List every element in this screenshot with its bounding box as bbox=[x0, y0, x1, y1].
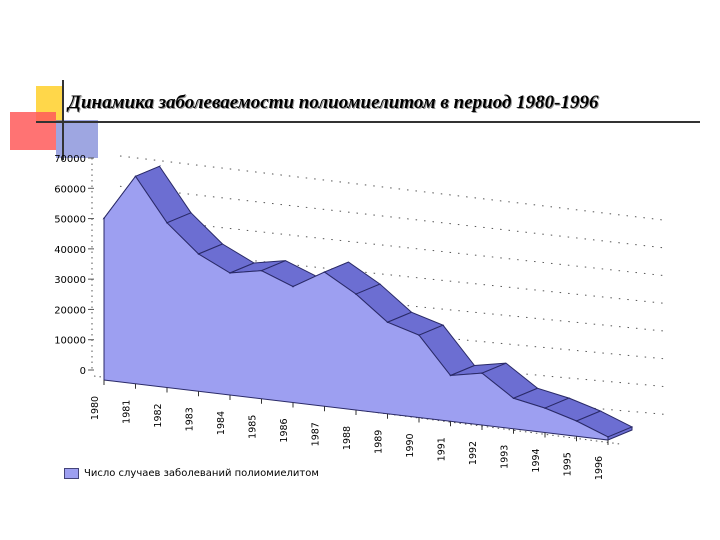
x-tick-label: 1989 bbox=[374, 430, 385, 454]
x-tick-label: 1984 bbox=[216, 411, 227, 435]
x-tick-label: 1981 bbox=[122, 400, 133, 424]
y-tick-label: 70000 bbox=[54, 154, 86, 165]
x-tick-label: 1985 bbox=[248, 415, 259, 439]
data-point bbox=[481, 372, 483, 374]
x-tick-label: 1987 bbox=[311, 422, 322, 446]
chart-legend: Число случаев заболеваний полиомиелитом bbox=[64, 468, 319, 479]
data-point bbox=[607, 436, 609, 438]
x-tick-label: 1993 bbox=[500, 445, 511, 469]
data-point bbox=[260, 269, 263, 272]
data-point bbox=[134, 175, 137, 178]
gridline bbox=[119, 216, 669, 277]
x-tick-label: 1980 bbox=[90, 396, 101, 420]
x-tick-label: 1996 bbox=[594, 456, 605, 480]
data-point bbox=[166, 222, 168, 224]
x-tick-label: 1995 bbox=[563, 452, 574, 476]
y-tick-label: 0 bbox=[80, 366, 86, 377]
page-title: Динамика заболеваемости полиомиелитом в … bbox=[68, 92, 599, 113]
gridline bbox=[119, 246, 669, 305]
data-point bbox=[512, 397, 515, 400]
x-tick-label: 1983 bbox=[185, 407, 196, 431]
x-tick-label: 1986 bbox=[279, 418, 290, 442]
data-point bbox=[449, 374, 452, 377]
y-tick-label: 40000 bbox=[54, 245, 86, 256]
x-tick-label: 1982 bbox=[153, 403, 164, 427]
x-tick-label: 1991 bbox=[437, 437, 448, 461]
gridline bbox=[119, 155, 669, 222]
y-tick-label: 20000 bbox=[54, 305, 86, 316]
legend-label: Число случаев заболеваний полиомиелитом bbox=[84, 468, 319, 479]
legend-swatch bbox=[64, 468, 79, 479]
deco-vertical-line bbox=[62, 80, 64, 160]
data-point bbox=[292, 285, 294, 288]
x-tick-label: 1992 bbox=[468, 441, 479, 465]
data-point bbox=[323, 271, 326, 273]
x-tick-label: 1994 bbox=[531, 448, 542, 472]
data-point bbox=[575, 420, 578, 422]
y-tick-label: 10000 bbox=[54, 336, 86, 347]
x-tick-label: 1988 bbox=[342, 426, 353, 450]
data-point bbox=[355, 293, 357, 295]
data-point bbox=[544, 407, 546, 409]
data-point bbox=[386, 321, 389, 324]
x-tick-label: 1990 bbox=[405, 433, 416, 457]
area-front-face bbox=[103, 175, 609, 441]
deco-red-square bbox=[10, 112, 56, 150]
gridline bbox=[119, 185, 669, 249]
deco-horizontal-line bbox=[36, 121, 700, 123]
data-point bbox=[229, 272, 231, 274]
data-point bbox=[103, 217, 105, 220]
data-point bbox=[418, 334, 420, 336]
y-tick-label: 50000 bbox=[54, 215, 86, 226]
y-tick-label: 30000 bbox=[54, 275, 86, 286]
data-point bbox=[197, 253, 200, 255]
y-tick-label: 60000 bbox=[54, 184, 86, 195]
